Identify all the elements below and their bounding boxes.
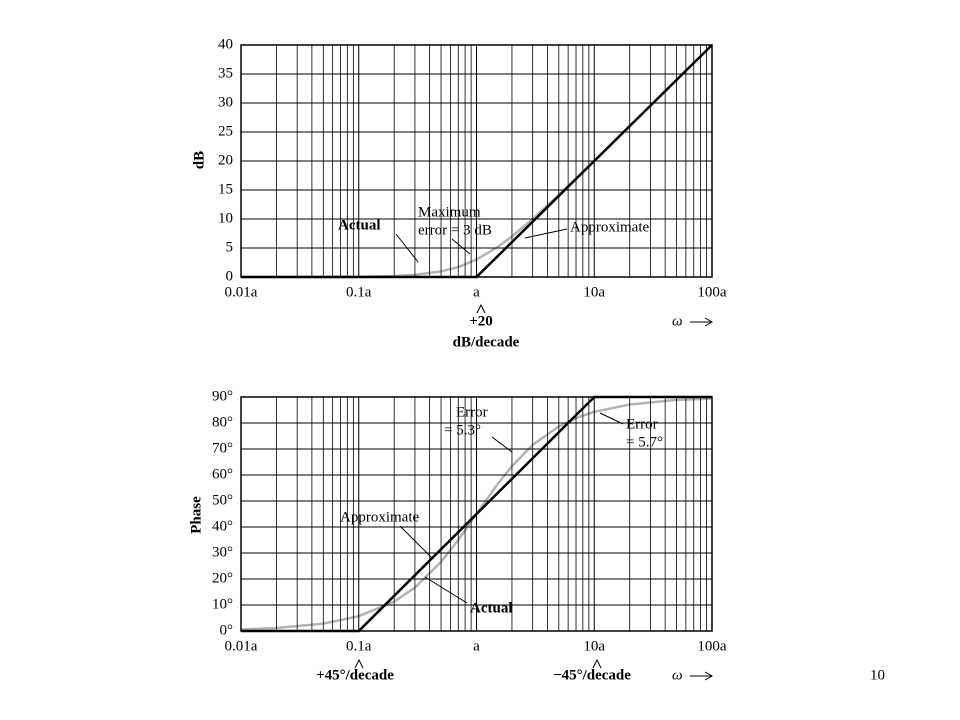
y-tick-label: 10 (218, 210, 233, 226)
y-tick-label: 30 (218, 94, 233, 110)
y-tick-label: 50° (212, 492, 233, 508)
x-axis-label: ω (672, 667, 683, 683)
y-axis-label: Phase (188, 496, 204, 534)
annotation: −45°/decade (553, 667, 631, 683)
x-tick-label: 0.1a (346, 284, 372, 300)
leader-line (451, 238, 471, 255)
annotation: Error (626, 416, 658, 432)
x-tick-label: 0.01a (225, 284, 258, 300)
axis-arrow (690, 317, 714, 327)
annotation: Approximate (340, 509, 419, 525)
y-tick-label: 15 (218, 181, 233, 197)
y-tick-label: 0 (226, 268, 234, 284)
leader-line (424, 576, 468, 604)
y-tick-label: 40 (218, 36, 233, 52)
y-tick-label: 35 (218, 65, 233, 81)
y-tick-label: 0° (220, 622, 234, 638)
annotation: = 5.7° (626, 434, 663, 450)
x-tick-label: 10a (583, 284, 605, 300)
y-tick-label: 90° (212, 388, 233, 404)
y-tick-label: 60° (212, 466, 233, 482)
leader-line (524, 228, 568, 239)
annotation: +20 (469, 313, 493, 329)
x-tick-label: 0.01a (225, 638, 258, 654)
y-tick-label: 25 (218, 123, 233, 139)
axis-arrow (690, 671, 714, 681)
annotation: Approximate (570, 219, 649, 235)
series-line (240, 397, 713, 631)
caret (592, 658, 602, 669)
annotation: = 5.3° (444, 422, 481, 438)
annotation: Maximum (418, 204, 481, 220)
caret (476, 303, 486, 314)
x-tick-label: 10a (583, 638, 605, 654)
caret (354, 658, 364, 669)
x-tick-label: a (473, 638, 480, 654)
page-number: 10 (870, 667, 885, 683)
y-tick-label: 80° (212, 414, 233, 430)
x-axis-label: ω (672, 313, 683, 329)
y-tick-label: 10° (212, 596, 233, 612)
leader-line (599, 412, 624, 425)
y-tick-label: 20 (218, 152, 233, 168)
y-tick-label: 70° (212, 440, 233, 456)
annotation: +45°/decade (316, 667, 394, 683)
x-tick-label: 100a (697, 284, 727, 300)
annotation: Error (456, 404, 488, 420)
y-tick-label: 5 (226, 239, 234, 255)
x-tick-label: 0.1a (346, 638, 372, 654)
leader-line (395, 233, 419, 263)
annotation: Actual (338, 217, 381, 233)
x-tick-label: 100a (697, 638, 727, 654)
leader-line (491, 436, 513, 453)
x-tick-label: a (473, 284, 480, 300)
annotation: Actual (470, 600, 513, 616)
y-tick-label: 40° (212, 518, 233, 534)
y-axis-label: dB (191, 151, 207, 169)
y-tick-label: 20° (212, 570, 233, 586)
y-tick-label: 30° (212, 544, 233, 560)
annotation: error = 3 dB (418, 222, 492, 238)
leader-line (399, 525, 433, 559)
annotation: dB/decade (453, 334, 520, 350)
